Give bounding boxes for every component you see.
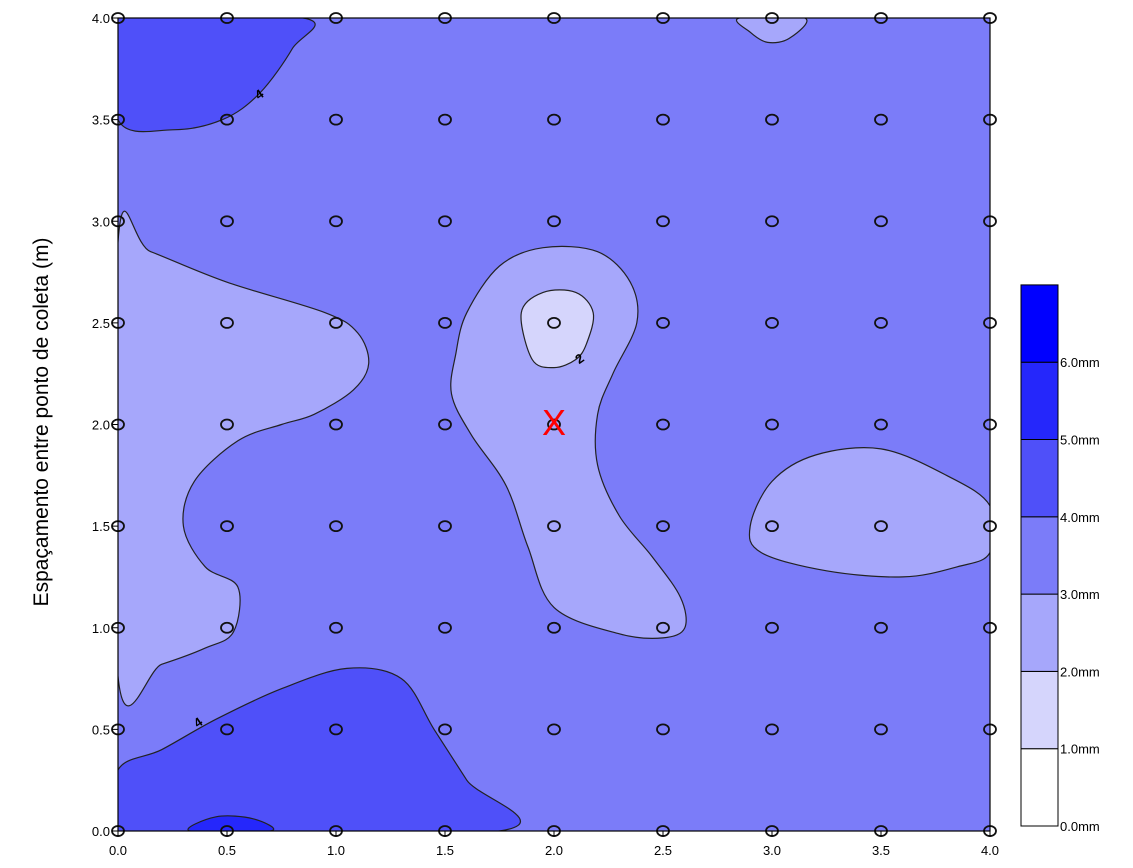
sample-point xyxy=(220,113,234,126)
axes: 0.0 0.5 1.0 1.5 2.0 2.5 3.0 3.5 4.0 0.0 0.5 1.0 1.5 2… xyxy=(92,11,999,858)
sample-point xyxy=(329,215,343,228)
y-tick-label: 4.0 xyxy=(92,11,110,26)
legend-label: 3.0mm xyxy=(1060,587,1100,602)
sample-point xyxy=(220,520,234,533)
y-tick-label: 2.0 xyxy=(92,418,110,433)
sample-point xyxy=(874,316,888,329)
sample-point xyxy=(874,113,888,126)
sample-point xyxy=(656,316,670,329)
sample-point xyxy=(329,520,343,533)
x-tick-label: 2.5 xyxy=(654,843,672,858)
y-tick-label: 0.0 xyxy=(92,824,110,839)
contour-region-4-5-6 xyxy=(118,667,521,831)
y-tick-label: 3.0 xyxy=(92,214,110,229)
sample-point xyxy=(220,723,234,736)
y-tick-label: 3.5 xyxy=(92,113,110,128)
sample-point xyxy=(656,520,670,533)
x-tick-label: 0.0 xyxy=(109,843,127,858)
sample-point xyxy=(438,621,452,634)
reference-marker: X xyxy=(542,402,566,443)
sample-point xyxy=(874,520,888,533)
x-tick-label: 3.5 xyxy=(872,843,890,858)
sample-point xyxy=(547,215,561,228)
legend-label: 2.0mm xyxy=(1060,664,1100,679)
sample-point xyxy=(656,215,670,228)
sample-point xyxy=(438,316,452,329)
legend-label: 4.0mm xyxy=(1060,510,1100,525)
sample-point xyxy=(220,316,234,329)
sample-point xyxy=(656,621,670,634)
sample-point xyxy=(547,723,561,736)
plot-area xyxy=(118,18,990,831)
sample-point xyxy=(329,418,343,431)
sample-point xyxy=(329,621,343,634)
contour-region-1-2-4 xyxy=(520,289,595,369)
x-tick-label: 0.5 xyxy=(218,843,236,858)
sample-point xyxy=(547,113,561,126)
sample-point xyxy=(547,520,561,533)
sample-point xyxy=(656,113,670,126)
sample-point xyxy=(220,418,234,431)
legend-swatch xyxy=(1020,361,1059,441)
legend-swatch xyxy=(1020,593,1059,672)
color-legend: 0.0mm 1.0mm 2.0mm 3.0mm 4.0mm 5.0mm 6.0mm xyxy=(1020,284,1100,834)
sample-point xyxy=(765,723,779,736)
contour-region-4-5-0 xyxy=(118,18,316,133)
contour-region-2-3-2 xyxy=(118,210,370,707)
contour-region-5-6-7 xyxy=(187,815,275,831)
x-tick-label: 1.5 xyxy=(436,843,454,858)
legend-swatch xyxy=(1020,516,1059,595)
sample-point xyxy=(329,113,343,126)
sample-point xyxy=(656,418,670,431)
sample-point xyxy=(765,418,779,431)
y-tick-label: 2.5 xyxy=(92,316,110,331)
contour-region-2-3-1 xyxy=(735,18,808,44)
legend-swatch xyxy=(1020,439,1059,518)
x-marker: X xyxy=(542,402,566,443)
legend-swatch xyxy=(1020,284,1059,363)
x-tick-label: 4.0 xyxy=(981,843,999,858)
y-axis-label: Espaçamento entre ponto de coleta (m) xyxy=(30,238,53,607)
sample-point xyxy=(874,215,888,228)
sample-point xyxy=(874,723,888,736)
sample-point xyxy=(438,723,452,736)
sample-point xyxy=(656,723,670,736)
legend-label: 0.0mm xyxy=(1060,819,1100,834)
sample-point xyxy=(220,621,234,634)
x-tick-label: 1.0 xyxy=(327,843,345,858)
legend-label: 6.0mm xyxy=(1060,355,1100,370)
y-tick-label: 0.5 xyxy=(92,722,110,737)
x-tick-label: 2.0 xyxy=(545,843,563,858)
x-tick-label: 3.0 xyxy=(763,843,781,858)
sample-point xyxy=(765,215,779,228)
sample-point xyxy=(547,418,561,431)
contour-region-2-3-3 xyxy=(450,245,687,639)
sample-point xyxy=(329,723,343,736)
legend-label: 5.0mm xyxy=(1060,433,1100,448)
sample-point xyxy=(438,520,452,533)
sample-point xyxy=(547,621,561,634)
sample-point xyxy=(765,316,779,329)
sample-point xyxy=(438,418,452,431)
y-tick-label: 1.0 xyxy=(92,621,110,636)
sample-point xyxy=(438,215,452,228)
legend-swatch xyxy=(1020,670,1059,750)
y-tick-label: 1.5 xyxy=(92,519,110,534)
sample-point xyxy=(765,113,779,126)
sample-point xyxy=(329,316,343,329)
sample-point xyxy=(874,418,888,431)
sample-point xyxy=(547,316,561,329)
legend-label: 1.0mm xyxy=(1060,742,1100,757)
sample-point xyxy=(220,215,234,228)
sample-point xyxy=(874,621,888,634)
sample-point xyxy=(438,113,452,126)
contour-region-2-3-5 xyxy=(748,447,990,578)
legend-swatch xyxy=(1020,748,1059,827)
sample-point xyxy=(765,621,779,634)
sample-point xyxy=(765,520,779,533)
